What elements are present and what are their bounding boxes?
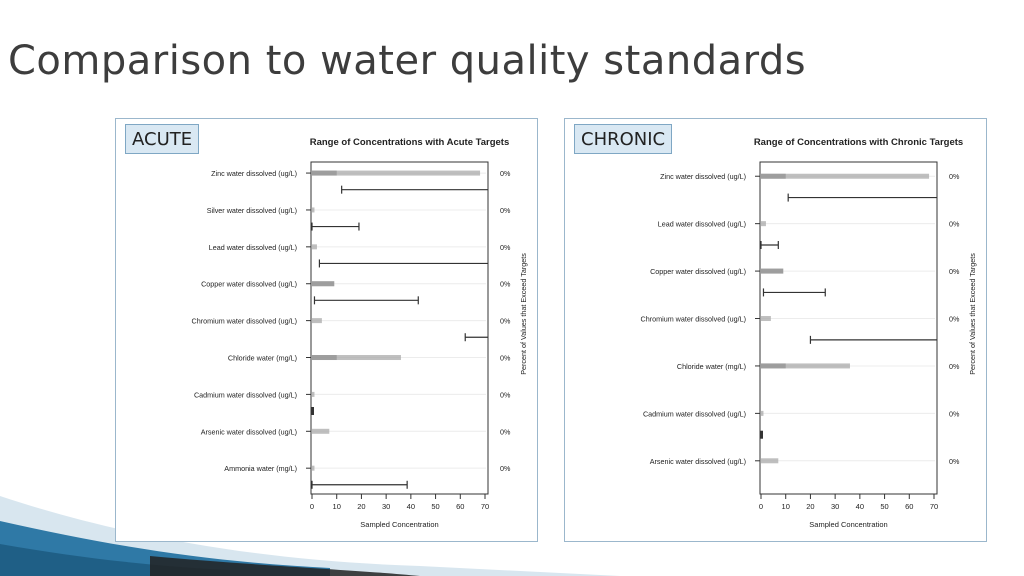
x-axis-label: Sampled Concentration <box>360 520 438 529</box>
row-label: Lead water dissolved (ug/L) <box>658 220 746 229</box>
percent-label: 0% <box>949 172 960 181</box>
x-tick-label: 0 <box>759 502 763 511</box>
data-range-bar <box>312 391 315 397</box>
plot-frame <box>310 161 489 495</box>
data-range-dense <box>312 355 337 361</box>
x-tick-label: 30 <box>831 502 839 511</box>
data-range-dense <box>761 363 786 369</box>
x-tick-label: 50 <box>880 502 888 511</box>
acute-tag: ACUTE <box>125 124 200 154</box>
row-label: Arsenic water dissolved (ug/L) <box>650 457 746 466</box>
x-tick-label: 40 <box>856 502 864 511</box>
percent-label: 0% <box>500 464 511 473</box>
x-tick-label: 40 <box>407 502 415 511</box>
data-range-bar <box>761 410 764 416</box>
row-label: Ammonia water (mg/L) <box>224 464 297 473</box>
percent-label: 0% <box>500 243 511 252</box>
row-label: Copper water dissolved (ug/L) <box>201 280 297 289</box>
row-label: Cadmium water dissolved (ug/L) <box>194 390 297 399</box>
data-range-bar <box>312 170 481 176</box>
percent-label: 0% <box>500 169 511 178</box>
percent-label: 0% <box>500 317 511 326</box>
percent-label: 0% <box>949 362 960 371</box>
row-label: Chloride water (mg/L) <box>228 354 297 363</box>
row-label: Chloride water (mg/L) <box>677 362 746 371</box>
right-axis-label: Percent of Values that Exceed Targets <box>519 253 528 375</box>
chart-title: Range of Concentrations with Acute Targe… <box>310 137 510 148</box>
x-tick-label: 0 <box>310 502 314 511</box>
data-range-dense <box>312 281 335 287</box>
decorative-swoosh <box>0 496 620 576</box>
data-range-dense <box>312 170 337 176</box>
acute-chart-panel: Range of Concentrations with Acute Targe… <box>115 118 538 542</box>
target-marker <box>311 407 314 415</box>
percent-label: 0% <box>500 390 511 399</box>
data-range-bar <box>312 318 322 324</box>
row-label: Cadmium water dissolved (ug/L) <box>643 409 746 418</box>
row-label: Silver water dissolved (ug/L) <box>207 206 297 215</box>
right-axis-label: Percent of Values that Exceed Targets <box>968 253 977 375</box>
target-marker <box>760 430 763 439</box>
x-tick-label: 10 <box>782 502 790 511</box>
chart-title: Range of Concentrations with Chronic Tar… <box>754 137 963 148</box>
chronic-chart-panel: Range of Concentrations with Chronic Tar… <box>564 118 987 542</box>
data-range-dense <box>761 173 786 179</box>
x-tick-label: 60 <box>456 502 464 511</box>
plot-frame <box>759 161 938 495</box>
data-range-bar <box>761 458 779 464</box>
slide-title: Comparison to water quality standards <box>8 38 807 84</box>
percent-label: 0% <box>500 280 511 289</box>
row-label: Chromium water dissolved (ug/L) <box>641 315 746 324</box>
percent-label: 0% <box>949 409 960 418</box>
row-label: Copper water dissolved (ug/L) <box>650 267 746 276</box>
acute-range-chart: Range of Concentrations with Acute Targe… <box>192 137 528 529</box>
row-label: Arsenic water dissolved (ug/L) <box>201 427 297 436</box>
chronic-tag: CHRONIC <box>574 124 673 154</box>
percent-label: 0% <box>500 354 511 363</box>
x-tick-label: 70 <box>481 502 489 511</box>
percent-label: 0% <box>949 267 960 276</box>
x-tick-label: 20 <box>357 502 365 511</box>
data-range-bar <box>761 221 766 227</box>
chronic-range-chart: Range of Concentrations with Chronic Tar… <box>641 137 977 529</box>
data-range-bar <box>312 465 315 471</box>
x-tick-label: 70 <box>930 502 938 511</box>
x-tick-label: 10 <box>333 502 341 511</box>
row-label: Chromium water dissolved (ug/L) <box>192 317 297 326</box>
x-tick-label: 30 <box>382 502 390 511</box>
data-range-bar <box>312 428 330 434</box>
percent-label: 0% <box>500 206 511 215</box>
x-axis-label: Sampled Concentration <box>809 520 887 529</box>
x-tick-label: 60 <box>905 502 913 511</box>
data-range-bar <box>761 173 930 179</box>
data-range-bar <box>312 207 315 213</box>
row-label: Lead water dissolved (ug/L) <box>209 243 297 252</box>
percent-label: 0% <box>949 315 960 324</box>
percent-label: 0% <box>949 220 960 229</box>
x-tick-label: 20 <box>806 502 814 511</box>
data-range-bar <box>761 316 771 322</box>
percent-label: 0% <box>949 457 960 466</box>
data-range-bar <box>312 244 317 250</box>
row-label: Zinc water dissolved (ug/L) <box>660 172 746 181</box>
x-tick-label: 50 <box>431 502 439 511</box>
data-range-dense <box>761 268 784 274</box>
row-label: Zinc water dissolved (ug/L) <box>211 169 297 178</box>
data-range-bar <box>312 355 401 361</box>
percent-label: 0% <box>500 427 511 436</box>
data-range-bar <box>761 363 850 369</box>
